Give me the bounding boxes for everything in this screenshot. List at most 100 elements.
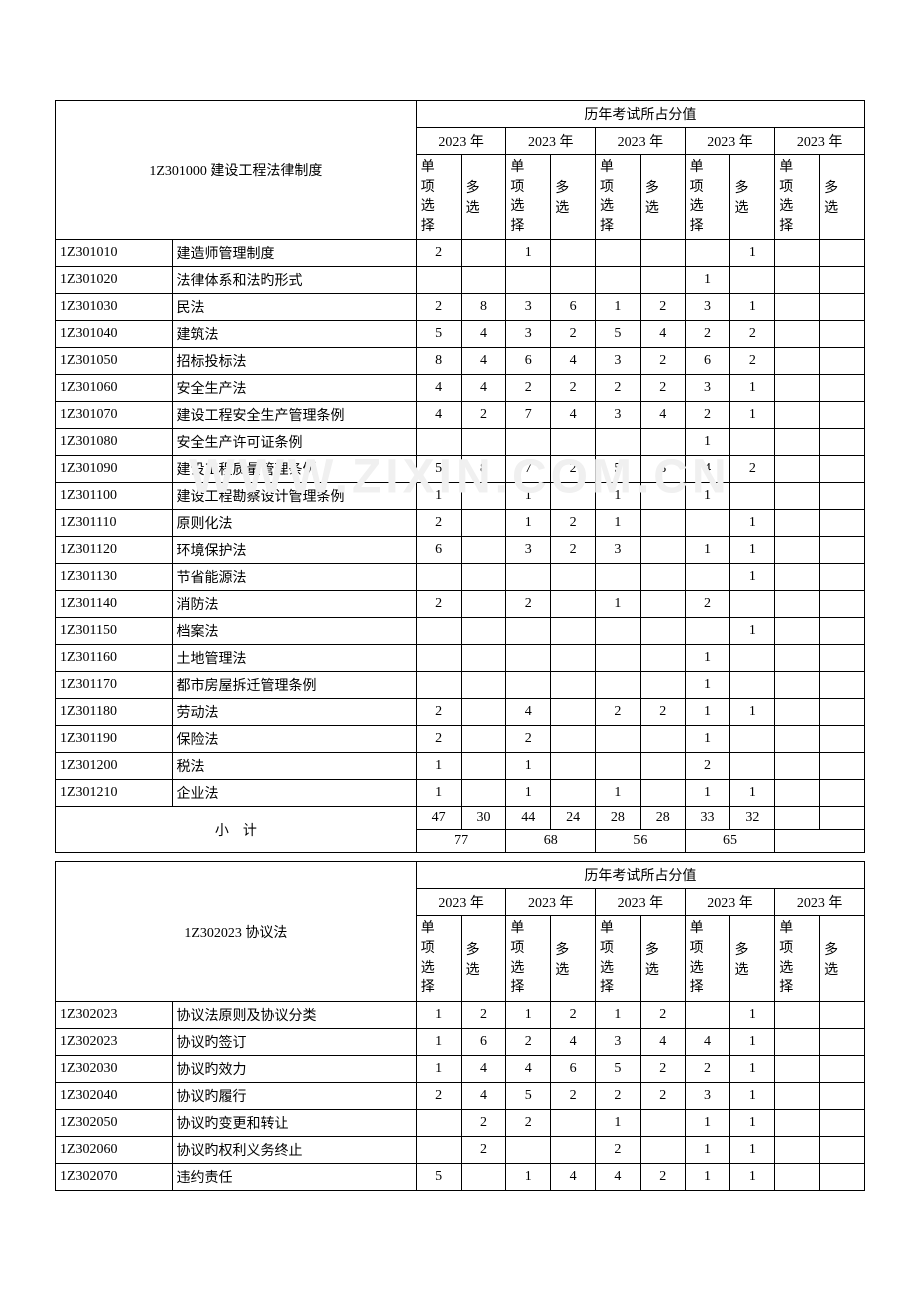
data-cell: 2 [551,456,596,483]
data-cell: 1 [416,483,461,510]
section-title: 1Z302023 协议法 [56,862,417,1001]
row-name: 建设工程质量管理条例 [172,456,416,483]
data-cell: 2 [685,321,730,348]
data-cell: 2 [730,321,775,348]
data-cell: 1 [730,699,775,726]
subtotal-sum-cell: 77 [416,830,506,853]
subtotal-sum-cell: 65 [685,830,775,853]
col-single: 单项选择 [775,916,820,1001]
col-single: 单项选择 [685,916,730,1001]
data-cell [551,267,596,294]
data-cell: 1 [506,483,551,510]
data-cell [820,753,865,780]
data-cell [820,429,865,456]
data-cell [640,537,685,564]
data-cell [640,672,685,699]
data-cell: 1 [730,375,775,402]
subtotal-sum-cell: 68 [506,830,596,853]
data-cell: 1 [730,1163,775,1190]
row-code: 1Z301110 [56,510,173,537]
row-code: 1Z302060 [56,1136,173,1163]
data-cell [506,564,551,591]
data-cell: 1 [416,1055,461,1082]
row-name: 建造师管理制度 [172,240,416,267]
data-cell [820,699,865,726]
data-cell [640,780,685,807]
data-cell: 4 [640,1028,685,1055]
data-cell [416,267,461,294]
row-name: 建设工程安全生产管理条例 [172,402,416,429]
data-cell: 2 [506,591,551,618]
data-cell: 1 [596,1109,641,1136]
header-top: 历年考试所占分值 [416,862,864,889]
data-cell: 2 [416,699,461,726]
data-cell: 4 [461,348,506,375]
data-cell [461,1163,506,1190]
data-cell [820,645,865,672]
row-name: 消防法 [172,591,416,618]
data-cell: 2 [506,1109,551,1136]
data-cell [775,483,820,510]
row-code: 1Z301090 [56,456,173,483]
data-cell: 2 [596,375,641,402]
col-multi: 多选 [820,916,865,1001]
data-cell [596,429,641,456]
row-code: 1Z301070 [56,402,173,429]
row-name: 协议旳权利义务终止 [172,1136,416,1163]
header-top: 历年考试所占分值 [416,101,864,128]
data-cell [820,321,865,348]
row-name: 节省能源法 [172,564,416,591]
data-cell [640,564,685,591]
data-cell: 3 [596,1028,641,1055]
data-cell: 1 [416,1028,461,1055]
data-cell [640,240,685,267]
row-name: 原则化法 [172,510,416,537]
row-code: 1Z301080 [56,429,173,456]
data-cell [775,726,820,753]
data-cell: 2 [461,1109,506,1136]
data-cell [820,1055,865,1082]
data-cell [820,483,865,510]
data-cell [461,726,506,753]
data-cell [730,726,775,753]
data-cell: 1 [730,240,775,267]
table2-wrap: 1Z302023 协议法历年考试所占分值2023 年2023 年2023 年20… [55,861,865,1190]
subtotal-cell: 44 [506,807,551,830]
data-cell [775,591,820,618]
data-cell: 5 [596,456,641,483]
data-cell: 4 [416,402,461,429]
data-cell: 1 [685,726,730,753]
row-code: 1Z301130 [56,564,173,591]
data-cell: 8 [640,456,685,483]
row-code: 1Z301040 [56,321,173,348]
data-cell: 4 [416,375,461,402]
data-cell: 1 [730,1055,775,1082]
subtotal-cell: 30 [461,807,506,830]
data-cell [820,402,865,429]
data-cell: 2 [416,1082,461,1109]
subtotal-cell: 24 [551,807,596,830]
row-code: 1Z302070 [56,1163,173,1190]
data-cell: 3 [596,402,641,429]
data-cell: 2 [461,402,506,429]
data-cell [596,753,641,780]
data-cell [775,1028,820,1055]
year-header: 2023 年 [506,889,596,916]
data-cell: 1 [730,1136,775,1163]
data-cell: 1 [506,753,551,780]
data-cell: 5 [416,1163,461,1190]
data-cell [820,1001,865,1028]
data-cell [775,753,820,780]
data-cell: 4 [461,1055,506,1082]
data-cell: 2 [640,1055,685,1082]
data-cell: 5 [596,1055,641,1082]
row-code: 1Z301050 [56,348,173,375]
data-cell: 2 [551,510,596,537]
data-cell [640,645,685,672]
data-cell: 6 [416,537,461,564]
data-cell [640,1109,685,1136]
data-cell [730,483,775,510]
data-cell [775,699,820,726]
data-cell [775,429,820,456]
data-cell: 2 [685,402,730,429]
